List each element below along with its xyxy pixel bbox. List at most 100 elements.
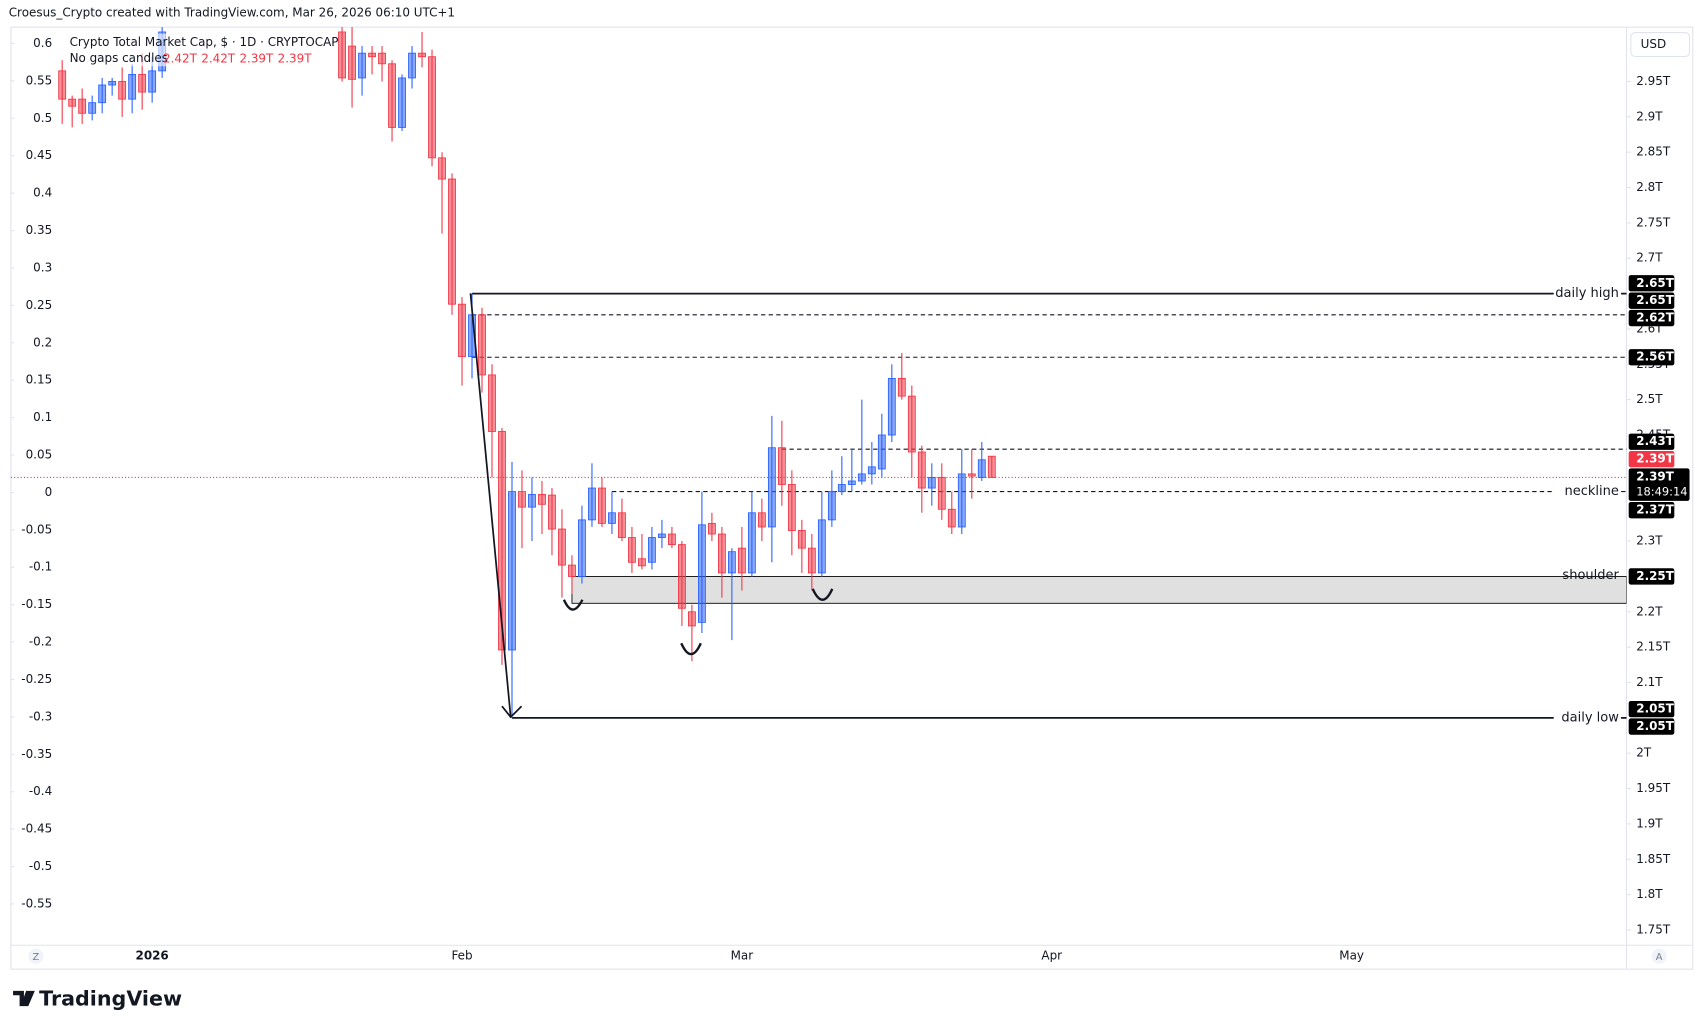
y2-tick-label: -0.4 [29, 784, 52, 798]
price-tag [1628, 433, 1675, 450]
candle-body [817, 519, 826, 574]
arrow-head [501, 705, 523, 719]
candle-body [448, 178, 456, 305]
y2-tick-label: -0.25 [21, 672, 52, 686]
price-tag-label: 2.43T [1636, 434, 1674, 448]
candle-body [917, 451, 926, 489]
candle-body [648, 537, 656, 563]
legend-subtitle: No gaps candles [70, 51, 168, 65]
price-tag [1628, 568, 1675, 585]
candle-body [418, 52, 426, 58]
price-tag-countdown: 18:49:14 [1636, 485, 1687, 499]
y2-tick-label: 0.05 [26, 448, 53, 462]
candle-body [548, 494, 556, 530]
y2-tick-label: 0.55 [26, 73, 53, 87]
ohlc-value: 2.42T [163, 51, 198, 65]
candle-body [128, 73, 137, 100]
candle-body [707, 522, 716, 535]
price-tag [1628, 718, 1675, 735]
candle-body [598, 487, 606, 524]
ohlc-value: 2.39T [278, 51, 313, 65]
candle-body [498, 431, 506, 651]
candle-body [757, 512, 766, 528]
credit: Croesus_Crypto created with TradingView.… [9, 6, 455, 20]
y2-tick-label: 0.25 [26, 298, 53, 312]
y-tick-label: 1.8T [1636, 887, 1663, 901]
y2-tick-label: -0.55 [21, 896, 52, 910]
smile [562, 599, 584, 611]
candle-body [837, 484, 846, 493]
candle-body [78, 98, 87, 114]
candle-body [558, 528, 566, 566]
y-tick-label: 2.85T [1636, 145, 1671, 159]
price-tag [1628, 701, 1675, 718]
y-tick-label: 1.95T [1636, 781, 1671, 795]
candle-body [588, 487, 596, 521]
y-tick-label: 1.85T [1636, 852, 1671, 866]
price-tag-label: 2.05T [1636, 702, 1674, 716]
price-tag-label: 2.39T [1636, 452, 1674, 466]
legend-title: Crypto Total Market Cap, $ · 1D · CRYPTO… [70, 35, 339, 49]
candle-body [787, 484, 796, 531]
auto-button[interactable] [1651, 948, 1667, 964]
candle-body [717, 533, 726, 574]
y-tick-label: 1.9T [1636, 816, 1663, 830]
candle-body [927, 477, 936, 489]
y2-tick-label: -0.35 [21, 747, 52, 761]
auto-label[interactable]: A [1656, 952, 1663, 963]
arrow-line [469, 293, 512, 718]
y-tick-label: 2.7T [1636, 251, 1663, 265]
y-tick-label: 1.75T [1636, 922, 1671, 936]
legend-ohlc: 2.42T 2.42T 2.39T 2.39T [163, 51, 312, 65]
y2-tick-label: -0.15 [21, 597, 52, 611]
zoom-button[interactable] [28, 948, 44, 964]
zoom-label[interactable]: Z [33, 952, 40, 963]
candle-body [688, 611, 696, 627]
price-tag-label: 2.65T [1636, 293, 1674, 307]
price-tag [1628, 349, 1675, 366]
candle-body [618, 512, 626, 538]
price-tag [1628, 275, 1675, 292]
y2-tick-label: 0.4 [33, 186, 52, 200]
y-tick-label: 2.75T [1636, 215, 1671, 229]
y2-tick-label: 0.3 [33, 260, 52, 274]
level-label: neckline [1564, 484, 1618, 499]
y2-tick-label: -0.5 [29, 859, 52, 873]
candle-body [907, 395, 916, 453]
y-tick-label: 2.2T [1636, 604, 1663, 618]
candle-body [508, 491, 516, 651]
candle-body [98, 84, 107, 104]
price-tag [1628, 450, 1675, 468]
y-tick-label: 2T [1636, 746, 1652, 760]
ohlc-value: 2.39T [239, 51, 274, 65]
y2-tick-label: 0.35 [26, 223, 53, 237]
candle-body [697, 524, 706, 623]
level-label: daily low [1561, 710, 1619, 725]
candle-body [568, 564, 576, 577]
candle-body [348, 45, 356, 80]
candle-body [877, 434, 886, 470]
candle-body [867, 466, 876, 475]
price-tag-label: 2.56T [1636, 350, 1674, 364]
y2-tick-label: 0.1 [33, 410, 52, 424]
y2-tick-label: 0.6 [33, 36, 52, 50]
candle-body [428, 56, 436, 159]
candle-body [58, 70, 67, 100]
x-tick-label: Mar [731, 949, 754, 963]
ohlc-value: 2.42T [201, 51, 236, 65]
y2-tick-label: 0.2 [33, 335, 52, 349]
candle-body [148, 70, 157, 93]
candle-body [138, 73, 147, 93]
y2-tick-label: -0.1 [29, 560, 52, 574]
candle-body [68, 98, 77, 107]
level-label: daily high [1555, 286, 1619, 301]
candle-body [378, 52, 386, 65]
y2-tick-label: -0.05 [21, 522, 52, 536]
currency[interactable]: USD [1641, 37, 1667, 51]
candle-body [977, 459, 986, 478]
candle-body [458, 303, 466, 357]
currency-box[interactable] [1630, 32, 1691, 58]
x-tick-label: May [1339, 949, 1364, 963]
candle-body [478, 314, 486, 376]
zone [571, 575, 1627, 604]
